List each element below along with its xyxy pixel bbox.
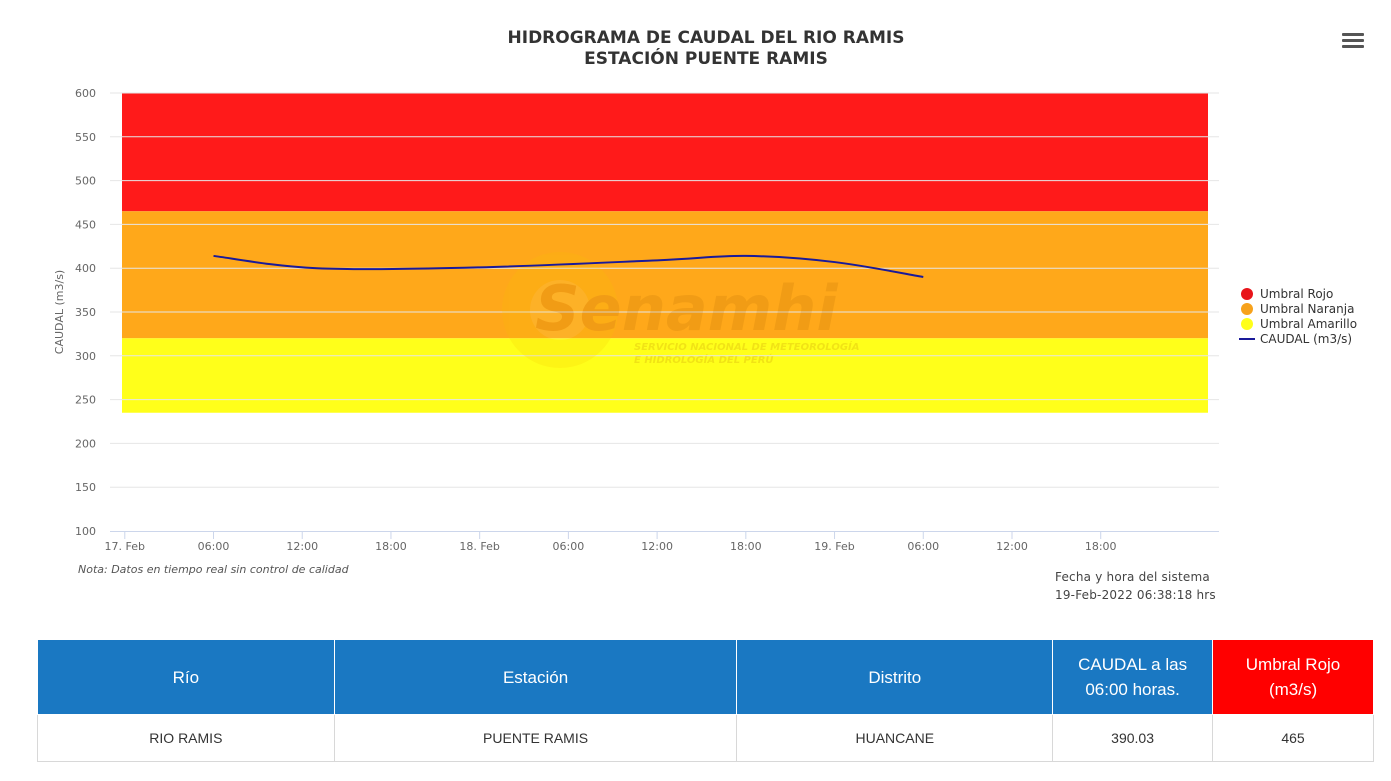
cell-umbral: 465 (1212, 714, 1374, 762)
y-tick-label: 200 (75, 437, 96, 450)
chart-menu-button[interactable] (1340, 30, 1366, 52)
x-tick-label: 06:00 (553, 540, 585, 553)
header-caudal-line2: 06:00 horas. (1085, 680, 1180, 699)
legend-marker-icon (1241, 288, 1253, 300)
data-quality-note: Nota: Datos en tiempo real sin control d… (78, 563, 349, 576)
header-umbral-line2: (m3/s) (1268, 680, 1318, 699)
system-date-value: 19-Feb-2022 06:38:18 hrs (1055, 588, 1216, 602)
header-caudal: CAUDAL a las 06:00 horas. (1052, 639, 1214, 715)
x-tick-label: 12:00 (641, 540, 673, 553)
cell-rio: RIO RAMIS (37, 714, 335, 762)
x-tick-label: 06:00 (198, 540, 230, 553)
x-tick-label: 12:00 (286, 540, 318, 553)
cell-estacion: PUENTE RAMIS (333, 714, 738, 762)
legend-label: CAUDAL (m3/s) (1260, 332, 1352, 346)
watermark-brand: Senamhi (535, 272, 838, 345)
watermark-line2: E HIDROLOGÍA DEL PERÚ (634, 353, 774, 366)
legend-marker-icon (1241, 303, 1253, 315)
x-tick-label: 06:00 (907, 540, 939, 553)
legend-marker-icon (1241, 318, 1253, 330)
hamburger-icon-bar (1342, 45, 1364, 48)
x-tick-label: 18. Feb (459, 540, 499, 553)
series-layer (213, 254, 924, 278)
band-umbral-amarillo (122, 338, 1208, 413)
header-umbral-rojo: Umbral Rojo (m3/s) (1212, 639, 1374, 715)
threshold-bands (122, 93, 1208, 413)
x-tick-label: 12:00 (996, 540, 1028, 553)
y-tick-label: 350 (75, 306, 96, 319)
x-tick-label: 17. Feb (105, 540, 145, 553)
y-tick-label: 600 (75, 87, 96, 100)
y-tick-label: 250 (75, 394, 96, 407)
x-tick-label: 18:00 (1085, 540, 1117, 553)
band-umbral-rojo (122, 93, 1208, 212)
chart-subtitle: ESTACIÓN PUENTE RAMIS (584, 47, 828, 69)
y-axis-label: CAUDAL (m3/s) (53, 270, 66, 354)
watermark-line1: SERVICIO NACIONAL DE METEOROLOGÍA (634, 340, 860, 353)
series-line-caudal (213, 254, 924, 278)
senamhi-watermark: Senamhi SERVICIO NACIONAL DE METEOROLOGÍ… (502, 252, 860, 368)
header-umbral-line1: Umbral Rojo (1245, 655, 1341, 674)
axes: 100 150 200 250 300 350 400 450 500 550 600 17. Feb… (75, 87, 1219, 553)
header-distrito: Distrito (736, 639, 1054, 715)
header-caudal-line1: CAUDAL a las (1078, 655, 1188, 674)
chart: HIDROGRAMA DE CAUDAL DEL RIO RAMIS ESTAC… (53, 28, 1357, 553)
cell-distrito: HUANCANE (736, 714, 1054, 762)
y-tick-label: 550 (75, 131, 96, 144)
x-tick-label: 18:00 (730, 540, 762, 553)
chart-title: HIDROGRAMA DE CAUDAL DEL RIO RAMIS (508, 28, 905, 48)
hamburger-icon-bar (1342, 33, 1364, 36)
header-rio: Río (37, 639, 335, 715)
y-tick-label: 150 (75, 481, 96, 494)
table-row: RIO RAMIS PUENTE RAMIS HUANCANE 390.03 4… (37, 714, 1374, 762)
y-tick-label: 300 (75, 350, 96, 363)
header-estacion: Estación (333, 639, 738, 715)
legend-label: Umbral Naranja (1260, 302, 1354, 316)
y-tick-label: 500 (75, 175, 96, 188)
band-umbral-naranja (122, 211, 1208, 339)
cell-caudal: 390.03 (1052, 714, 1214, 762)
system-date: Fecha y hora del sistema 19-Feb-2022 06:… (1055, 568, 1216, 604)
x-tick-label: 18:00 (375, 540, 407, 553)
table-header-row: Río Estación Distrito CAUDAL a las 06:00 … (37, 639, 1374, 715)
legend-label: Umbral Rojo (1260, 287, 1333, 301)
station-info-table: Río Estación Distrito CAUDAL a las 06:00 … (37, 639, 1374, 762)
legend-label: Umbral Amarillo (1260, 317, 1357, 331)
x-tick-label: 19. Feb (814, 540, 854, 553)
system-date-label: Fecha y hora del sistema (1055, 570, 1210, 584)
y-tick-label: 400 (75, 262, 96, 275)
y-tick-label: 450 (75, 218, 96, 231)
hamburger-icon-bar (1342, 39, 1364, 42)
sun-logo-icon (502, 252, 618, 368)
y-tick-label: 100 (75, 525, 96, 538)
grid-lines (110, 92, 1219, 488)
